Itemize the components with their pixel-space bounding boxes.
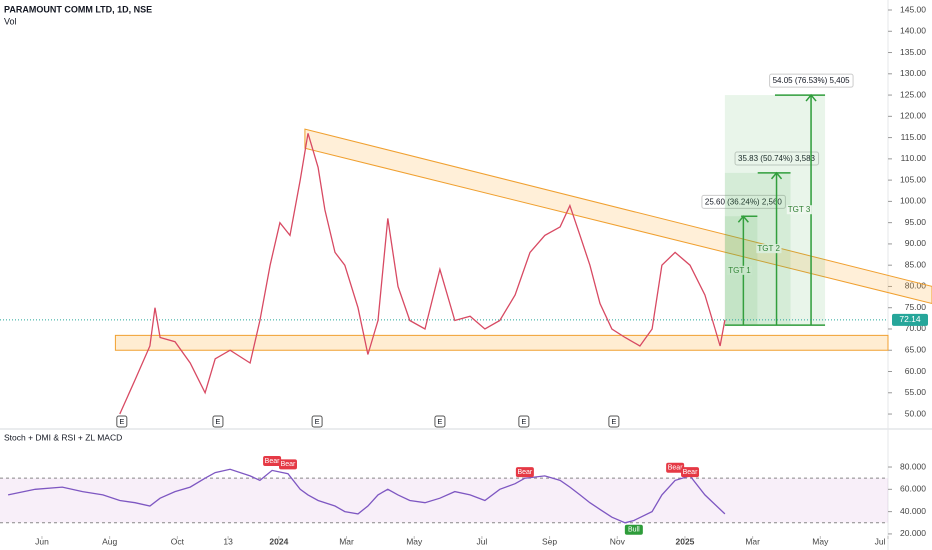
y-tick-label: 40.000 [900,506,926,516]
x-tick-label: Jun [35,536,49,546]
target-name: TGT 2 [757,244,780,253]
last-price-box [892,313,928,326]
signal-label: Bull [628,527,640,534]
x-tick-label: 2024 [269,536,288,546]
event-box [518,415,530,428]
y-tick-label: 50.00 [905,408,927,418]
event-label: E [437,417,442,426]
y-tick-label: 115.00 [901,132,927,142]
y-tick-label: 95.00 [905,217,927,227]
event-label: E [119,417,124,426]
support-zone [114,334,889,351]
y-tick-label: 80.00 [905,281,927,291]
signal-label: Bear [281,461,296,468]
event-box [116,415,128,428]
x-tick-label: May [406,536,423,546]
y-tick-label: 105.00 [900,174,926,184]
y-tick-label: 120.00 [900,111,926,121]
series-line [119,133,726,415]
x-tick-label: Mar [745,536,760,546]
arrow-head [805,93,817,102]
event-box [311,415,323,428]
y-tick-label: 70.00 [905,323,927,333]
target-name: TGT 1 [728,266,751,275]
y-tick-label: 80.000 [900,461,926,471]
x-tick-label: Nov [610,536,626,546]
signal-label: Bear [683,469,698,476]
x-tick-label: Mar [339,536,354,546]
y-tick-label: 75.00 [905,302,927,312]
x-tick-label: Oct [171,536,185,546]
event-box [212,415,224,428]
y-tick-label: 110.00 [901,153,927,163]
target-label: 54.05 (76.53%) 5,405 [773,76,850,85]
signal-box [263,456,282,467]
signal-box [681,467,700,478]
arrow-head [737,215,749,223]
y-tick-label: 20.000 [900,528,926,538]
target-name: TGT 3 [788,205,811,214]
y-tick-label: 55.00 [905,387,927,397]
x-tick-label: Jul [476,536,487,546]
event-label: E [215,417,220,426]
name-bg [727,265,753,275]
volume-label: Vol [4,16,17,26]
chart-title: PARAMOUNT COMM LTD, 1D, NSE [4,4,152,14]
event-label: E [611,417,616,426]
signal-box [666,462,685,473]
target-label: 35.83 (50.74%) 3,583 [738,154,815,163]
y-tick-label: 100.00 [900,196,926,206]
y-tick-label: 90.00 [905,238,927,248]
y-tick-label: 140.00 [900,26,926,36]
x-tick-label: Aug [102,536,117,546]
y-tick-label: 130.00 [900,68,926,78]
label-box [734,151,820,166]
event-box [608,415,620,428]
series-line [7,468,726,524]
event-label: E [315,417,320,426]
x-tick-label: May [812,536,829,546]
target-label: 25.60 (36.24%) 2,560 [705,197,782,206]
signal-box [624,524,643,535]
signal-label: Bear [668,465,683,472]
x-tick-label: 2025 [675,536,694,546]
oscillator-band [0,478,888,523]
label-box [701,194,786,209]
y-tick-label: 60.00 [905,366,927,376]
signal-box [278,459,297,470]
last-price-label: 72.14 [899,314,921,324]
signal-box [515,467,534,478]
signal-label: Bear [517,469,532,476]
x-tick-label: Jul [875,536,886,546]
label-box [769,73,854,88]
y-tick-label: 135.00 [900,47,926,57]
y-tick-label: 65.00 [905,344,927,354]
name-bg [756,244,782,254]
arrow-head [770,171,783,180]
event-label: E [521,417,526,426]
indicator-title: Stoch + DMI & RSI + ZL MACD [4,432,122,442]
x-tick-label: 13 [223,536,233,546]
x-tick-label: Sep [542,536,557,546]
y-tick-label: 125.00 [900,89,926,99]
y-tick-label: 85.00 [905,259,927,269]
y-tick-label: 145.00 [900,4,926,14]
event-box [434,415,446,428]
name-bg [786,205,812,215]
y-tick-label: 60.000 [900,484,926,494]
signal-label: Bear [265,458,280,465]
